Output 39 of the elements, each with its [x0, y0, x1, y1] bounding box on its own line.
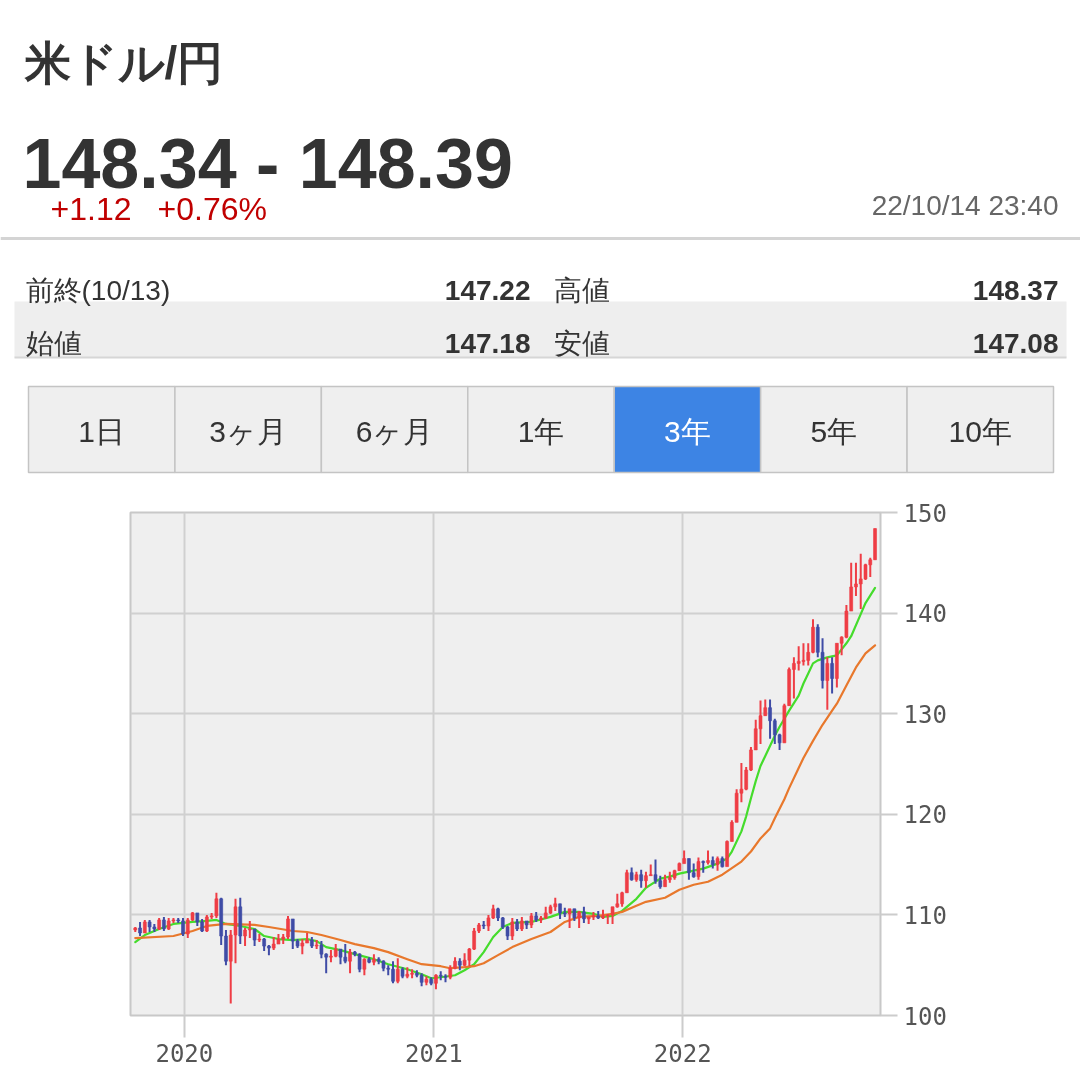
candlestick — [348, 948, 352, 975]
y-tick-label: 140 — [903, 600, 947, 629]
x-tick-label: 2022 — [653, 1039, 712, 1068]
y-tick-label: 100 — [903, 1002, 947, 1031]
text: 148.37 — [972, 275, 1059, 306]
chart-title: 米ドル/円 — [23, 36, 224, 89]
text: +0.76% — [157, 190, 267, 227]
candlestick — [825, 656, 830, 711]
text: 1日 — [78, 415, 126, 448]
text: 147.18 — [444, 328, 531, 359]
text: 147.08 — [972, 328, 1059, 359]
line-series — [134, 644, 877, 970]
x-tick-label: 2021 — [405, 1039, 463, 1068]
candlestick — [639, 868, 643, 889]
y-tick-label: 130 — [903, 700, 947, 729]
candlestick — [510, 916, 515, 942]
candlestick — [357, 952, 362, 974]
candlestick — [801, 642, 806, 667]
text: 3ヶ月 — [209, 415, 287, 448]
y-tick-label: 110 — [903, 901, 947, 930]
text: 22/10/14 23:40 — [871, 190, 1059, 221]
candlestick — [567, 907, 572, 929]
text: 始値 — [25, 328, 82, 359]
candlestick — [395, 957, 400, 985]
text: 高値 — [553, 275, 610, 306]
text: 前終(10/13) — [25, 275, 171, 306]
text: 10年 — [948, 415, 1012, 448]
x-tick-label: 2020 — [155, 1039, 214, 1068]
text: 6ヶ月 — [355, 415, 434, 448]
candlestick — [830, 656, 834, 695]
text: 安値 — [553, 328, 610, 359]
y-tick-label: 150 — [903, 499, 947, 528]
text: 1年 — [517, 415, 565, 448]
text: 147.22 — [444, 275, 531, 306]
text: 3年 — [664, 415, 711, 448]
text: 5年 — [810, 415, 858, 448]
y-tick-label: 120 — [903, 801, 947, 830]
candlestick — [653, 858, 658, 885]
candlestick — [696, 856, 701, 881]
